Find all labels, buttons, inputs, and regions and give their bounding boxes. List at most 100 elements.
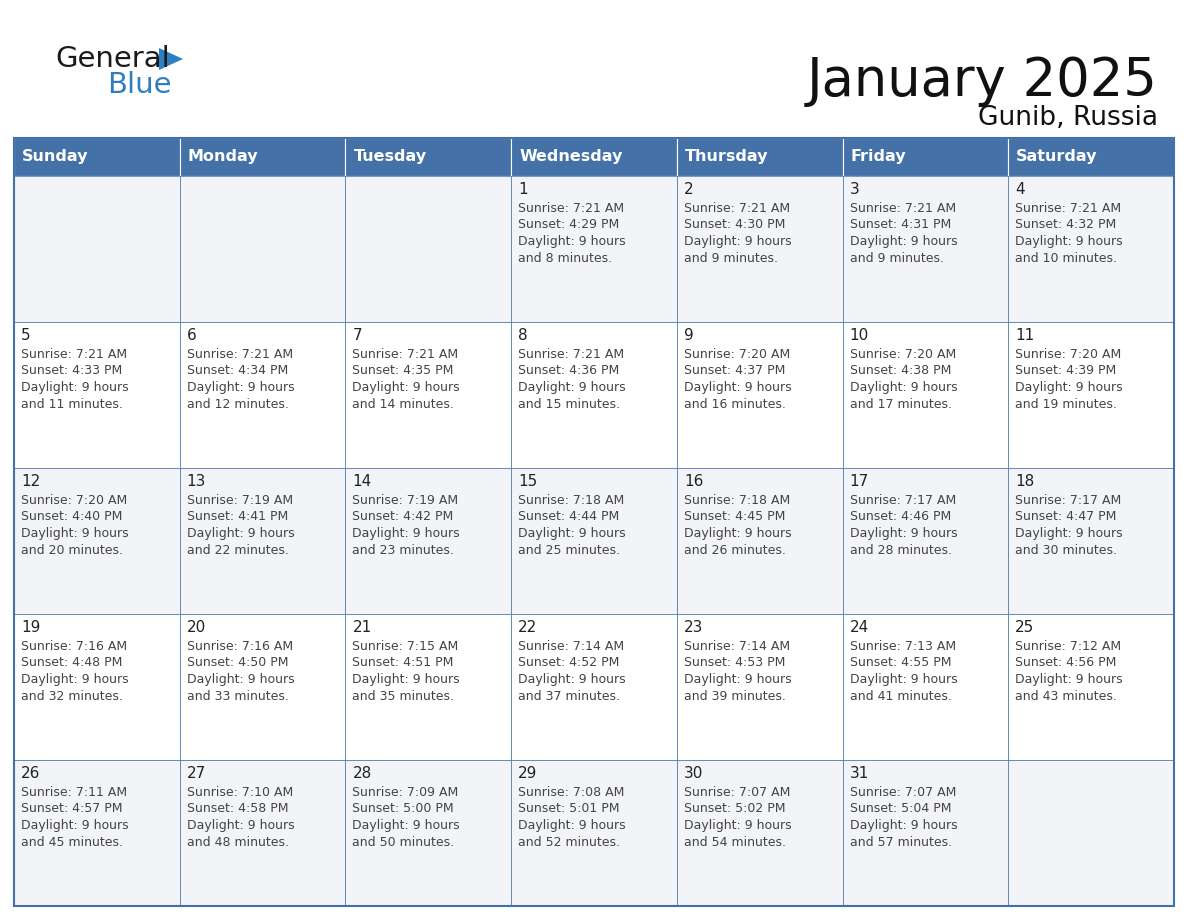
Text: Blue: Blue [107, 71, 171, 99]
Bar [511, 614, 677, 760]
Text: Sunrise: 7:20 AM: Sunrise: 7:20 AM [684, 348, 790, 361]
Text: Sunset: 4:34 PM: Sunset: 4:34 PM [187, 364, 287, 377]
Text: Daylight: 9 hours: Daylight: 9 hours [353, 381, 460, 394]
Text: Sunrise: 7:18 AM: Sunrise: 7:18 AM [518, 494, 625, 507]
Text: 18: 18 [1016, 474, 1035, 489]
Text: Sunrise: 7:21 AM: Sunrise: 7:21 AM [518, 202, 624, 215]
Text: and 17 minutes.: and 17 minutes. [849, 397, 952, 410]
Text: and 11 minutes.: and 11 minutes. [21, 397, 122, 410]
Text: Daylight: 9 hours: Daylight: 9 hours [1016, 527, 1123, 540]
Text: 27: 27 [187, 766, 206, 781]
Text: 6: 6 [187, 328, 196, 343]
Text: Daylight: 9 hours: Daylight: 9 hours [21, 381, 128, 394]
Text: Daylight: 9 hours: Daylight: 9 hours [21, 673, 128, 686]
Text: 21: 21 [353, 620, 372, 635]
Text: Daylight: 9 hours: Daylight: 9 hours [187, 673, 295, 686]
Text: Sunset: 4:56 PM: Sunset: 4:56 PM [1016, 656, 1117, 669]
Bar [1009, 468, 1174, 614]
Bar [346, 138, 511, 176]
Bar [1009, 760, 1174, 906]
Text: Sunrise: 7:07 AM: Sunrise: 7:07 AM [849, 786, 956, 799]
Bar [677, 138, 842, 176]
Text: Sunset: 4:41 PM: Sunset: 4:41 PM [187, 510, 287, 523]
Text: Daylight: 9 hours: Daylight: 9 hours [1016, 381, 1123, 394]
Text: and 43 minutes.: and 43 minutes. [1016, 689, 1117, 702]
Text: 1: 1 [518, 182, 527, 197]
Text: Daylight: 9 hours: Daylight: 9 hours [187, 381, 295, 394]
Text: 25: 25 [1016, 620, 1035, 635]
Text: Sunrise: 7:18 AM: Sunrise: 7:18 AM [684, 494, 790, 507]
Bar [14, 614, 179, 760]
Text: 12: 12 [21, 474, 40, 489]
Bar [179, 176, 346, 322]
Text: Sunrise: 7:14 AM: Sunrise: 7:14 AM [684, 640, 790, 653]
Bar [346, 176, 511, 322]
Text: Sunset: 4:40 PM: Sunset: 4:40 PM [21, 510, 122, 523]
Text: Sunset: 5:04 PM: Sunset: 5:04 PM [849, 802, 952, 815]
Text: Daylight: 9 hours: Daylight: 9 hours [518, 527, 626, 540]
Bar [14, 760, 179, 906]
Bar [842, 468, 1009, 614]
Text: 15: 15 [518, 474, 537, 489]
Text: Sunrise: 7:21 AM: Sunrise: 7:21 AM [518, 348, 624, 361]
Text: Sunset: 4:30 PM: Sunset: 4:30 PM [684, 218, 785, 231]
Text: and 22 minutes.: and 22 minutes. [187, 543, 289, 556]
Text: Daylight: 9 hours: Daylight: 9 hours [518, 673, 626, 686]
Bar [677, 176, 842, 322]
Bar [179, 138, 346, 176]
Text: and 19 minutes.: and 19 minutes. [1016, 397, 1117, 410]
Text: 11: 11 [1016, 328, 1035, 343]
Text: Daylight: 9 hours: Daylight: 9 hours [21, 527, 128, 540]
Bar [1009, 614, 1174, 760]
Text: 14: 14 [353, 474, 372, 489]
Text: Sunset: 4:46 PM: Sunset: 4:46 PM [849, 510, 950, 523]
Text: 26: 26 [21, 766, 40, 781]
Text: Sunrise: 7:21 AM: Sunrise: 7:21 AM [187, 348, 292, 361]
Text: and 12 minutes.: and 12 minutes. [187, 397, 289, 410]
Text: Sunset: 4:33 PM: Sunset: 4:33 PM [21, 364, 122, 377]
Bar [1009, 322, 1174, 468]
Bar [179, 322, 346, 468]
Text: Daylight: 9 hours: Daylight: 9 hours [353, 673, 460, 686]
Bar [14, 138, 179, 176]
Bar [511, 760, 677, 906]
Text: Sunrise: 7:16 AM: Sunrise: 7:16 AM [21, 640, 127, 653]
Text: Daylight: 9 hours: Daylight: 9 hours [684, 527, 791, 540]
Text: and 33 minutes.: and 33 minutes. [187, 689, 289, 702]
Text: Sunset: 4:44 PM: Sunset: 4:44 PM [518, 510, 619, 523]
Text: Sunrise: 7:21 AM: Sunrise: 7:21 AM [353, 348, 459, 361]
Text: Daylight: 9 hours: Daylight: 9 hours [684, 235, 791, 248]
Text: Sunrise: 7:12 AM: Sunrise: 7:12 AM [1016, 640, 1121, 653]
Text: Sunset: 4:55 PM: Sunset: 4:55 PM [849, 656, 952, 669]
Text: Sunrise: 7:15 AM: Sunrise: 7:15 AM [353, 640, 459, 653]
Text: Sunrise: 7:19 AM: Sunrise: 7:19 AM [353, 494, 459, 507]
Text: 2: 2 [684, 182, 694, 197]
Text: Daylight: 9 hours: Daylight: 9 hours [353, 819, 460, 832]
Text: and 50 minutes.: and 50 minutes. [353, 835, 455, 848]
Text: and 8 minutes.: and 8 minutes. [518, 252, 612, 264]
Bar [511, 176, 677, 322]
Bar [14, 322, 179, 468]
Text: and 32 minutes.: and 32 minutes. [21, 689, 122, 702]
Bar [511, 138, 677, 176]
Text: Daylight: 9 hours: Daylight: 9 hours [187, 527, 295, 540]
Text: Sunset: 4:50 PM: Sunset: 4:50 PM [187, 656, 289, 669]
Bar [179, 614, 346, 760]
Text: 24: 24 [849, 620, 868, 635]
Text: Sunrise: 7:07 AM: Sunrise: 7:07 AM [684, 786, 790, 799]
Text: Gunib, Russia: Gunib, Russia [978, 105, 1158, 131]
Text: 30: 30 [684, 766, 703, 781]
Bar [346, 322, 511, 468]
Text: 9: 9 [684, 328, 694, 343]
Text: 28: 28 [353, 766, 372, 781]
Text: Daylight: 9 hours: Daylight: 9 hours [21, 819, 128, 832]
Text: Daylight: 9 hours: Daylight: 9 hours [849, 381, 958, 394]
Text: and 9 minutes.: and 9 minutes. [849, 252, 943, 264]
Text: Sunset: 5:02 PM: Sunset: 5:02 PM [684, 802, 785, 815]
Text: Daylight: 9 hours: Daylight: 9 hours [849, 819, 958, 832]
Text: Sunset: 4:48 PM: Sunset: 4:48 PM [21, 656, 122, 669]
Bar [14, 138, 1174, 906]
Text: Daylight: 9 hours: Daylight: 9 hours [684, 819, 791, 832]
Text: Sunset: 4:47 PM: Sunset: 4:47 PM [1016, 510, 1117, 523]
Text: and 14 minutes.: and 14 minutes. [353, 397, 454, 410]
